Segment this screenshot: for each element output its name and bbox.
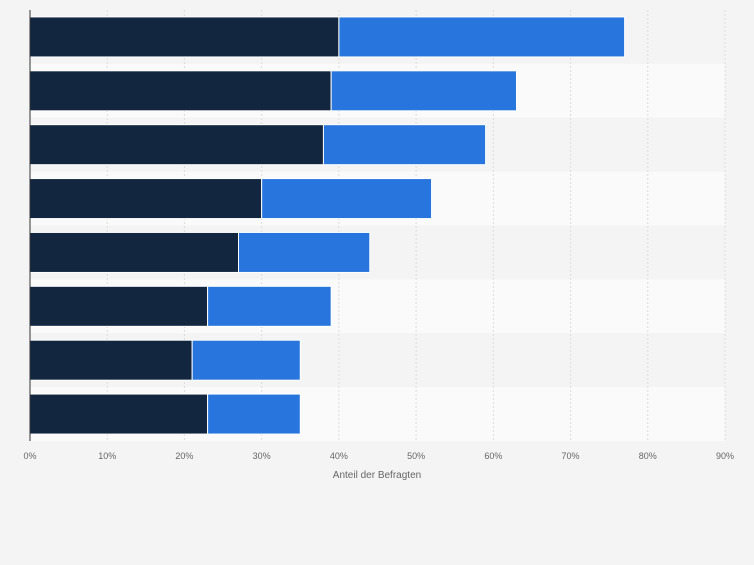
bars <box>29 16 626 435</box>
x-tick-label: 10% <box>98 451 116 461</box>
bar-series-1[interactable] <box>29 16 340 58</box>
bar-series-2[interactable] <box>261 178 433 220</box>
bar-series-1[interactable] <box>29 339 193 381</box>
bar-series-1[interactable] <box>29 70 332 112</box>
x-tick-label: 60% <box>484 451 502 461</box>
bar-series-2[interactable] <box>330 70 517 112</box>
bar-series-2[interactable] <box>207 393 301 435</box>
x-tick-label: 80% <box>639 451 657 461</box>
bar-series-1[interactable] <box>29 285 209 327</box>
x-tick-label: 20% <box>175 451 193 461</box>
x-tick-labels: 0% 10% 20% 30% 40% 50% 60% 70% 80% 90% <box>23 451 734 461</box>
x-tick-label: 50% <box>407 451 425 461</box>
bar-series-2[interactable] <box>238 231 371 273</box>
bar-series-1[interactable] <box>29 231 239 273</box>
bar-series-1[interactable] <box>29 178 263 220</box>
x-axis-title: Anteil der Befragten <box>333 470 421 481</box>
x-tick-label: 30% <box>253 451 271 461</box>
bar-series-2[interactable] <box>322 124 487 166</box>
x-tick-label: 90% <box>716 451 734 461</box>
bar-series-1[interactable] <box>29 124 324 166</box>
bar-series-2[interactable] <box>207 285 332 327</box>
bar-series-2[interactable] <box>191 339 301 381</box>
x-tick-label: 0% <box>23 451 36 461</box>
x-tick-label: 70% <box>562 451 580 461</box>
bar-series-2[interactable] <box>338 16 626 58</box>
x-tick-label: 40% <box>330 451 348 461</box>
bar-series-1[interactable] <box>29 393 209 435</box>
